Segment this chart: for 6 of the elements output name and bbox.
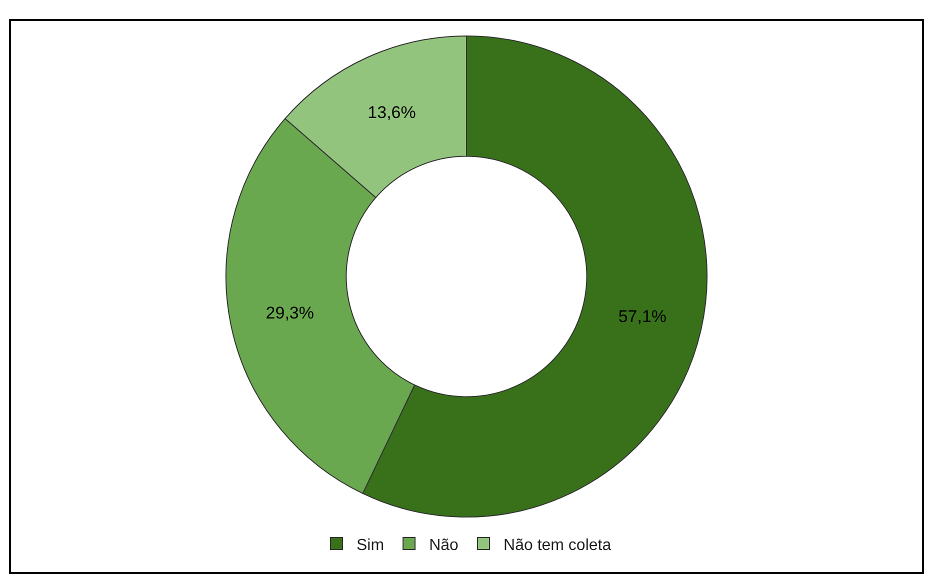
legend-label: Não: [429, 536, 459, 554]
data-label: 29,3%: [266, 304, 314, 323]
legend-label: Não tem coleta: [504, 536, 612, 554]
data-label: 13,6%: [368, 102, 416, 122]
legend-label: Sim: [356, 536, 384, 554]
data-label: 57,1%: [618, 306, 667, 326]
